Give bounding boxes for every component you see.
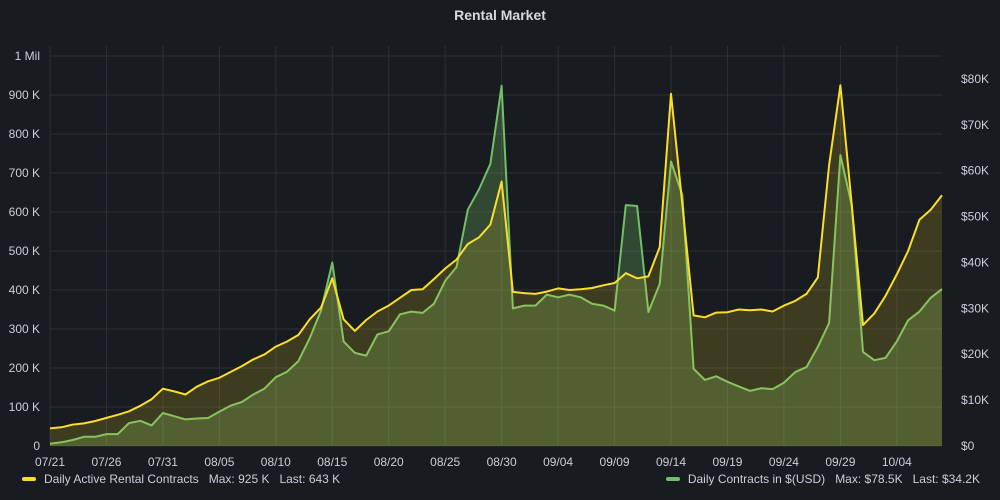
x-tick-label: 09/04 <box>543 455 573 469</box>
y-right-tick-label: $30K <box>961 301 989 315</box>
legend-last-value: 643 K <box>308 472 341 486</box>
legend-series-name: Daily Contracts in $(USD) <box>687 472 826 486</box>
y-left-tick-label: 900 K <box>9 88 40 102</box>
y-left-tick-label: 100 K <box>9 400 40 414</box>
legend-last-value: $34.2K <box>941 472 980 486</box>
x-tick-label: 08/10 <box>261 455 291 469</box>
legend-max-label: Max: <box>835 472 862 486</box>
series-area-active-rental-contracts <box>50 85 942 447</box>
legend-last-label: Last: <box>279 472 306 486</box>
y-left-tick-label: 600 K <box>9 205 40 219</box>
x-tick-label: 08/05 <box>204 455 234 469</box>
legend-last-label: Last: <box>912 472 939 486</box>
x-tick-label: 09/14 <box>656 455 686 469</box>
y-right-tick-label: $20K <box>961 347 989 361</box>
x-tick-label: 09/29 <box>825 455 855 469</box>
y-right-tick-label: $40K <box>961 255 989 269</box>
x-tick-label: 09/19 <box>712 455 742 469</box>
y-right-tick-label: $70K <box>961 118 989 132</box>
y-left-tick-label: 700 K <box>9 166 40 180</box>
legend-swatch-active-rental-contracts <box>22 477 36 481</box>
y-right-tick-label: $50K <box>961 210 989 224</box>
series-line-active-rental-contracts <box>49 84 943 430</box>
y-left-tick-label: 500 K <box>9 244 40 258</box>
y-right-tick-label: $80K <box>961 72 989 86</box>
legend-item-daily-contracts-usd[interactable]: Daily Contracts in $(USD) Max: $78.5K La… <box>665 472 980 486</box>
panel-title[interactable]: Rental Market <box>454 7 546 23</box>
x-tick-label: 07/31 <box>148 455 178 469</box>
legend-max-value: $78.5K <box>864 472 903 486</box>
chart-canvas[interactable]: 0 100 K 200 K 300 K 400 K 500 K 600 K 700 K 800 … <box>0 0 1000 470</box>
x-tick-label: 07/21 <box>35 455 65 469</box>
x-tick-label: 07/26 <box>91 455 121 469</box>
x-tick-label: 08/20 <box>374 455 404 469</box>
legend-item-active-rental-contracts[interactable]: Daily Active Rental Contracts Max: 925 K… <box>22 472 340 486</box>
x-tick-label: 10/04 <box>882 455 912 469</box>
y-left-tick-label: 0 <box>33 439 40 453</box>
legend-swatch-daily-contracts-usd <box>665 477 680 481</box>
y-right-tick-label: $10K <box>961 393 989 407</box>
x-tick-label: 09/24 <box>769 455 799 469</box>
y-left-tick-label: 1 Mil <box>15 49 40 63</box>
y-left-tick-label: 400 K <box>9 283 40 297</box>
legend-max-value: 925 K <box>238 472 270 486</box>
y-left-tick-label: 300 K <box>9 322 40 336</box>
x-tick-label: 08/15 <box>317 455 347 469</box>
x-tick-label: 08/30 <box>487 455 517 469</box>
y-right-tick-label: $0 <box>961 439 975 453</box>
y-left-tick-label: 800 K <box>9 127 40 141</box>
series-area-daily-contracts-usd <box>50 85 942 447</box>
x-tick-label: 08/25 <box>430 455 460 469</box>
y-left-tick-label: 200 K <box>9 361 40 375</box>
legend-max-label: Max: <box>208 472 235 486</box>
y-right-tick-label: $60K <box>961 164 989 178</box>
x-tick-label: 09/09 <box>600 455 630 469</box>
series-line-daily-contracts-usd <box>49 84 943 445</box>
legend-series-name: Daily Active Rental Contracts <box>44 472 199 486</box>
